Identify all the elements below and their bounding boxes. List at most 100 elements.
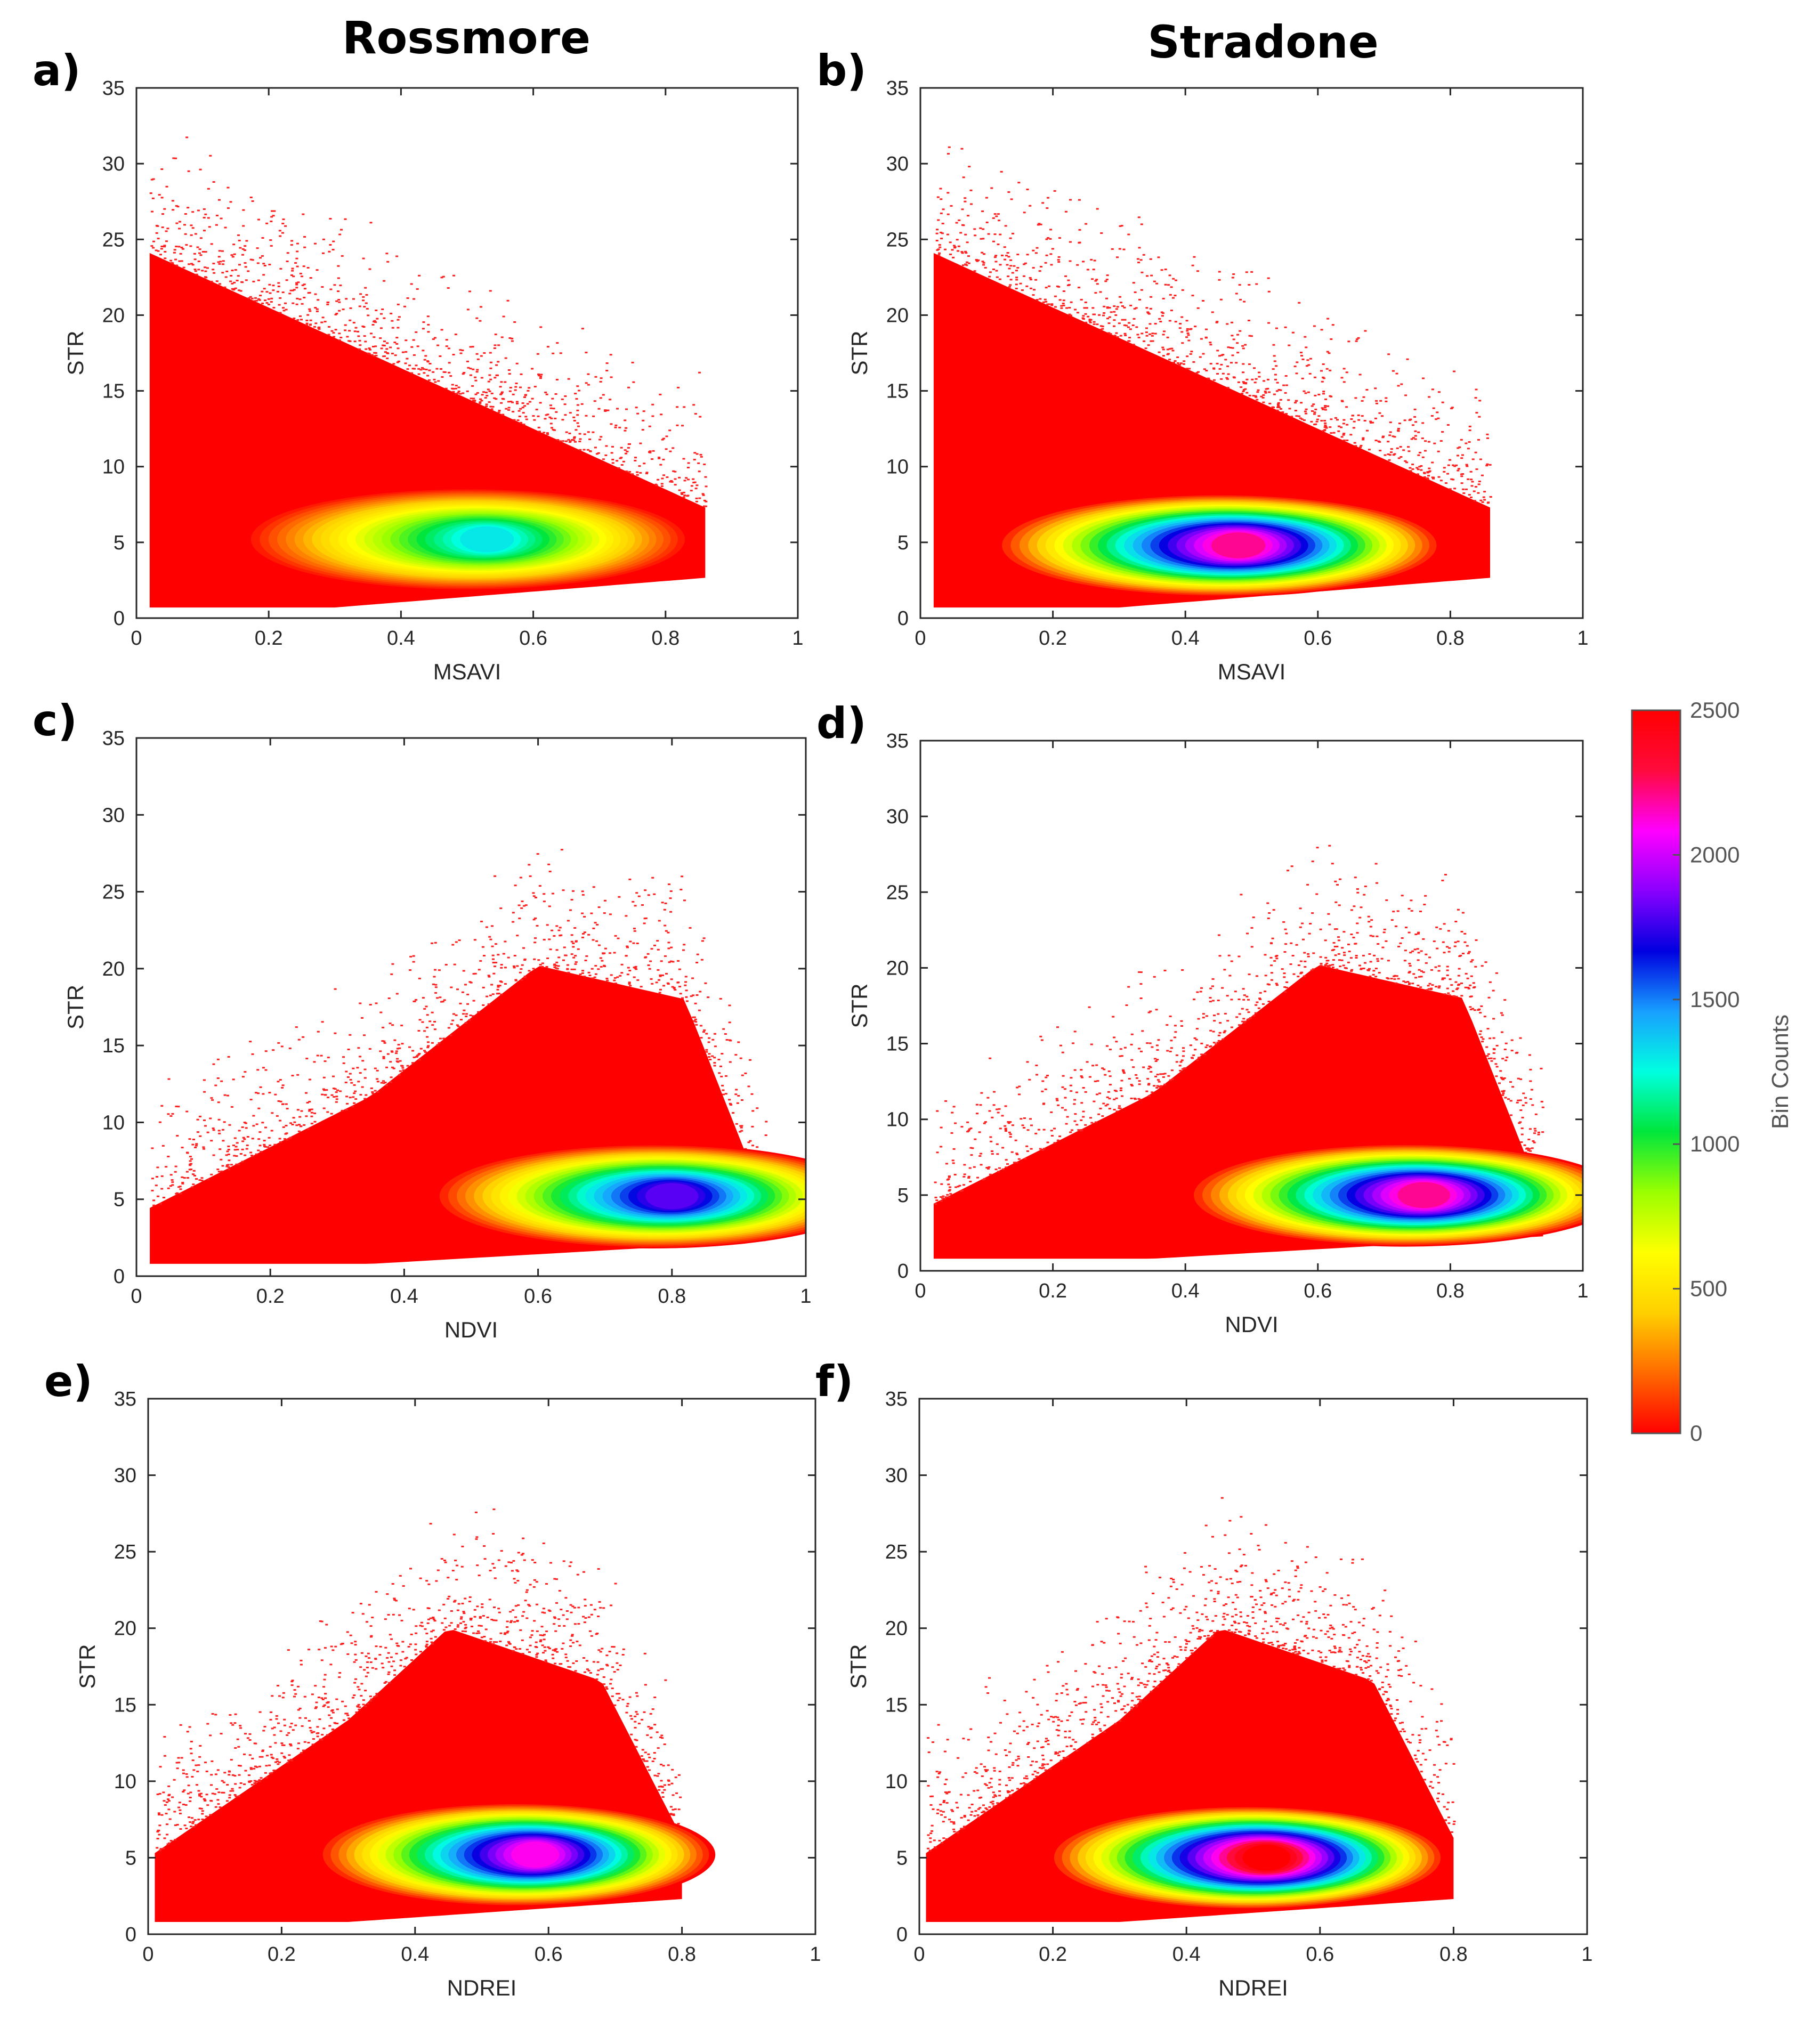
outlier-point <box>1175 1061 1178 1063</box>
outlier-point <box>683 899 686 902</box>
outlier-point <box>375 1002 378 1004</box>
outlier-point <box>164 1755 166 1757</box>
outlier-point <box>1460 995 1463 997</box>
outlier-point <box>514 885 517 887</box>
outlier-point <box>1004 1127 1007 1130</box>
outlier-point <box>697 462 700 464</box>
outlier-point <box>959 232 962 234</box>
outlier-point <box>1258 997 1261 1000</box>
outlier-point <box>361 1086 364 1088</box>
outlier-point <box>354 1659 358 1661</box>
outlier-point <box>664 924 667 927</box>
outlier-point <box>349 1078 352 1081</box>
outlier-point <box>1252 395 1255 397</box>
outlier-point <box>383 340 386 343</box>
outlier-point <box>1101 1673 1104 1675</box>
outlier-point <box>308 1110 311 1112</box>
outlier-point <box>535 409 538 411</box>
outlier-point <box>1342 952 1346 954</box>
outlier-point <box>1026 189 1029 190</box>
outlier-point <box>487 380 490 383</box>
outlier-point <box>156 1838 159 1840</box>
outlier-point <box>1342 964 1345 967</box>
outlier-point <box>380 1082 383 1084</box>
outlier-point <box>628 983 631 985</box>
outlier-point <box>626 946 629 948</box>
outlier-point <box>546 413 549 416</box>
outlier-point <box>1503 1049 1507 1050</box>
outlier-point <box>983 1811 986 1813</box>
outlier-point <box>226 1784 229 1786</box>
outlier-point <box>430 1641 433 1643</box>
outlier-point <box>306 267 310 269</box>
outlier-point <box>222 1140 225 1142</box>
outlier-point <box>463 1009 466 1011</box>
outlier-point <box>740 1099 743 1101</box>
outlier-point <box>354 1090 357 1092</box>
outlier-point <box>1435 926 1438 928</box>
outlier-point <box>597 906 601 908</box>
outlier-point <box>296 1109 300 1111</box>
outlier-point <box>1140 271 1144 273</box>
outlier-point <box>229 280 232 282</box>
outlier-point <box>1533 1141 1536 1143</box>
outlier-point <box>185 136 189 139</box>
outlier-point <box>1326 351 1329 353</box>
outlier-point <box>1471 481 1474 483</box>
outlier-point <box>1057 1661 1060 1663</box>
outlier-point <box>700 456 703 458</box>
outlier-point <box>721 1053 724 1054</box>
outlier-point <box>1149 1066 1152 1068</box>
outlier-point <box>998 1167 1001 1169</box>
outlier-point <box>613 977 617 979</box>
outlier-point <box>1139 1701 1142 1703</box>
outlier-point <box>190 1817 193 1819</box>
outlier-point <box>1241 345 1244 347</box>
outlier-point <box>561 1648 564 1650</box>
outlier-point <box>323 1060 327 1062</box>
outlier-point <box>1275 983 1278 985</box>
outlier-point <box>1340 436 1344 438</box>
outlier-point <box>1076 264 1079 266</box>
outlier-point <box>947 1178 950 1180</box>
outlier-point <box>602 394 605 396</box>
outlier-point <box>651 1708 654 1710</box>
outlier-point <box>218 263 221 265</box>
outlier-point <box>1044 262 1047 264</box>
outlier-point <box>1105 297 1108 299</box>
outlier-point <box>661 439 664 441</box>
outlier-point <box>281 1086 284 1089</box>
outlier-point <box>231 270 234 272</box>
outlier-point <box>1322 430 1325 432</box>
outlier-point <box>272 215 275 217</box>
outlier-point <box>442 275 445 278</box>
outlier-point <box>1181 969 1184 971</box>
outlier-point <box>1421 1753 1425 1755</box>
outlier-point <box>1357 419 1361 421</box>
outlier-point <box>1411 424 1414 426</box>
outlier-point <box>1516 1101 1519 1104</box>
outlier-point <box>412 961 415 963</box>
outlier-point <box>1531 1104 1534 1106</box>
x-tick-label: 0.2 <box>1039 1280 1067 1302</box>
outlier-point <box>1158 1085 1161 1088</box>
outlier-point <box>346 1653 350 1655</box>
outlier-point <box>1466 465 1469 467</box>
outlier-point <box>454 1600 457 1602</box>
outlier-point <box>569 440 572 442</box>
outlier-point <box>1448 994 1451 996</box>
density-region <box>933 146 1492 608</box>
outlier-point <box>1179 362 1183 364</box>
outlier-point <box>395 1050 398 1052</box>
outlier-point <box>1056 1716 1059 1718</box>
outlier-point <box>756 1146 759 1148</box>
outlier-point <box>548 938 551 940</box>
outlier-point <box>1411 950 1414 952</box>
outlier-point <box>212 1129 215 1131</box>
outlier-point <box>335 313 338 314</box>
y-axis-label: STR <box>847 984 872 1028</box>
outlier-point <box>489 405 492 408</box>
outlier-point <box>1431 476 1434 478</box>
x-tick-label: 0.4 <box>1171 627 1200 650</box>
outlier-point <box>188 1726 191 1728</box>
